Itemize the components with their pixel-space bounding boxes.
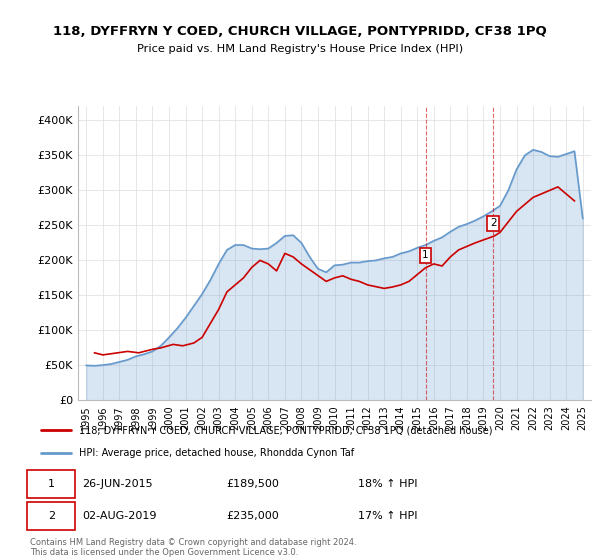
Text: Price paid vs. HM Land Registry's House Price Index (HPI): Price paid vs. HM Land Registry's House … [137, 44, 463, 54]
Text: £235,000: £235,000 [227, 511, 280, 521]
Text: 02-AUG-2019: 02-AUG-2019 [82, 511, 157, 521]
Text: 118, DYFFRYN Y COED, CHURCH VILLAGE, PONTYPRIDD, CF38 1PQ: 118, DYFFRYN Y COED, CHURCH VILLAGE, PON… [53, 25, 547, 38]
Text: 1: 1 [48, 479, 55, 489]
Text: 17% ↑ HPI: 17% ↑ HPI [358, 511, 417, 521]
Text: Contains HM Land Registry data © Crown copyright and database right 2024.
This d: Contains HM Land Registry data © Crown c… [30, 538, 356, 557]
Text: 118, DYFFRYN Y COED, CHURCH VILLAGE, PONTYPRIDD, CF38 1PQ (detached house): 118, DYFFRYN Y COED, CHURCH VILLAGE, PON… [79, 425, 493, 435]
Text: 1: 1 [422, 250, 429, 260]
Text: 18% ↑ HPI: 18% ↑ HPI [358, 479, 417, 489]
Text: 2: 2 [48, 511, 55, 521]
Text: 26-JUN-2015: 26-JUN-2015 [82, 479, 152, 489]
Text: HPI: Average price, detached house, Rhondda Cynon Taf: HPI: Average price, detached house, Rhon… [79, 448, 354, 458]
FancyBboxPatch shape [27, 502, 76, 530]
Text: 2: 2 [490, 218, 497, 228]
FancyBboxPatch shape [27, 470, 76, 498]
Text: £189,500: £189,500 [227, 479, 280, 489]
